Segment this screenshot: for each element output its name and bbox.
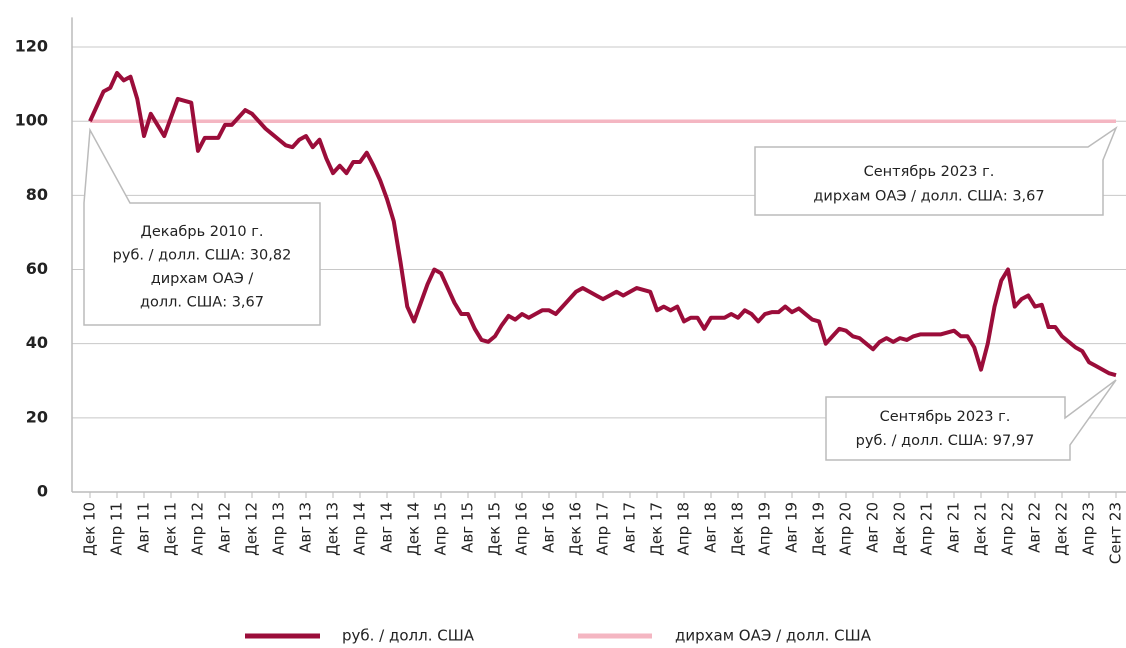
- x-tick-label: Авг 13: [297, 502, 315, 553]
- x-tick-label: Авг 20: [864, 502, 882, 553]
- x-tick-label: Авг 18: [702, 502, 720, 553]
- x-tick-label: Апр 20: [837, 502, 855, 555]
- x-tick-label: Апр 15: [432, 502, 450, 555]
- x-tick-label: Дек 14: [405, 502, 423, 556]
- y-tick-label: 120: [15, 37, 48, 56]
- x-tick-label: Авг 14: [378, 502, 396, 553]
- callouts: [83, 125, 1118, 461]
- x-tick-label: Дек 12: [243, 502, 261, 556]
- x-tick-label: Апр 23: [1080, 502, 1098, 555]
- x-tick-label: Дек 10: [81, 502, 99, 556]
- x-tick-label: Апр 13: [270, 502, 288, 555]
- x-tick-label: Апр 22: [999, 502, 1017, 555]
- y-tick-label: 20: [26, 407, 48, 426]
- x-tick-label: Дек 11: [162, 502, 180, 556]
- callout-box: [825, 379, 1117, 461]
- x-tick-label: Апр 14: [351, 502, 369, 555]
- legend-label: дирхам ОАЭ / долл. США: [675, 627, 872, 645]
- annotation-text: руб. / долл. США: 30,82: [113, 248, 292, 264]
- x-tick-label: Дек 17: [648, 502, 666, 556]
- x-tick-label: Авг 17: [621, 502, 639, 553]
- annotation-text: дирхам ОАЭ /: [151, 271, 254, 287]
- x-tick-label: Апр 16: [513, 502, 531, 555]
- x-tick-label: Дек 18: [729, 502, 747, 556]
- x-tick-label: Апр 17: [594, 502, 612, 555]
- y-tick-label: 100: [15, 111, 48, 130]
- x-tick-label: Авг 19: [783, 502, 801, 553]
- x-tick-label: Апр 19: [756, 502, 774, 555]
- x-tick-label: Авг 15: [459, 502, 477, 553]
- x-tick-label: Авг 16: [540, 502, 558, 553]
- annotation-text: долл. США: 3,67: [140, 295, 264, 311]
- x-tick-label: Дек 16: [567, 502, 585, 556]
- x-tick-label: Сент 23: [1107, 502, 1125, 564]
- y-tick-label: 0: [37, 482, 48, 501]
- annotation-text: руб. / долл. США: 97,97: [856, 433, 1035, 449]
- x-tick-label: Апр 21: [918, 502, 936, 555]
- callout-box: [83, 127, 321, 326]
- callout-box: [754, 125, 1118, 216]
- x-tick-label: Авг 11: [135, 502, 153, 553]
- x-tick-label: Апр 18: [675, 502, 693, 555]
- x-tick-label: Авг 12: [216, 502, 234, 553]
- x-tick-label: Дек 21: [972, 502, 990, 556]
- x-tick-label: Апр 12: [189, 502, 207, 555]
- x-tick-label: Дек 19: [810, 502, 828, 556]
- x-tick-label: Дек 20: [891, 502, 909, 556]
- annotation-text: дирхам ОАЭ / долл. США: 3,67: [813, 189, 1044, 205]
- annotation-text: Сентябрь 2023 г.: [864, 164, 995, 180]
- x-tick-label: Дек 13: [324, 502, 342, 556]
- annotation-text: Сентябрь 2023 г.: [880, 409, 1011, 425]
- line-series: [88, 71, 1117, 378]
- y-tick-label: 80: [26, 185, 48, 204]
- annotation-text: Декабрь 2010 г.: [141, 224, 264, 240]
- y-tick-label: 40: [26, 333, 48, 352]
- legend-label: руб. / долл. США: [342, 627, 475, 645]
- x-tick-label: Апр 11: [108, 502, 126, 555]
- y-tick-label: 60: [26, 259, 48, 278]
- x-tick-label: Авг 22: [1026, 502, 1044, 553]
- x-tick-label: Авг 21: [945, 502, 963, 553]
- x-tick-label: Дек 15: [486, 502, 504, 556]
- x-tick-label: Дек 22: [1053, 502, 1071, 556]
